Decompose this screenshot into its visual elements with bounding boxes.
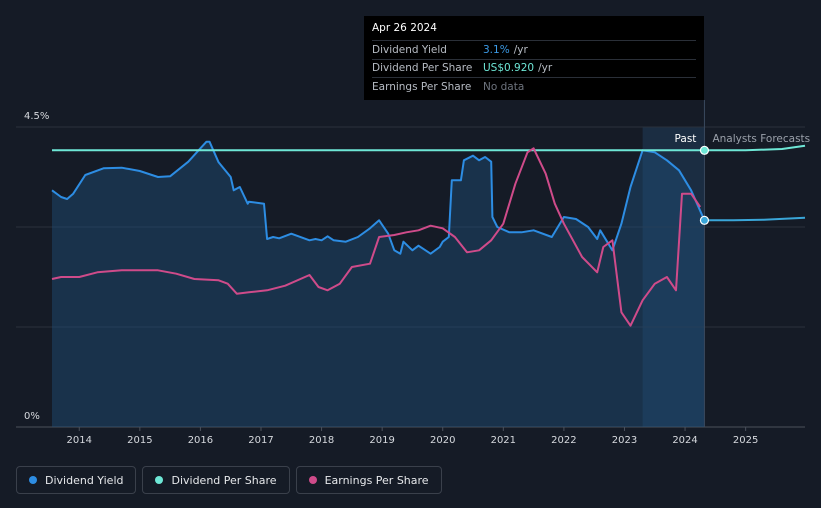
x-tick-label: 2015 bbox=[127, 435, 152, 446]
x-tick-label: 2021 bbox=[491, 435, 516, 446]
x-tick-label: 2024 bbox=[672, 435, 697, 446]
y-axis-top-label: 4.5% bbox=[24, 111, 49, 122]
tooltip-label: Earnings Per Share bbox=[372, 80, 472, 93]
legend-earnings-per-share-button[interactable]: Earnings Per Share bbox=[295, 466, 442, 494]
yield-marker bbox=[699, 215, 710, 225]
x-tick-label: 2020 bbox=[430, 435, 455, 446]
x-tick-label: 2022 bbox=[551, 435, 576, 446]
tooltip-label: Dividend Yield bbox=[372, 43, 447, 56]
tooltip-value: US$0.920 bbox=[483, 62, 535, 75]
y-axis-bottom-label: 0% bbox=[24, 411, 40, 422]
tooltip-value: 3.1% bbox=[483, 43, 510, 56]
x-tick-label: 2018 bbox=[309, 435, 334, 446]
x-tick-label: 2019 bbox=[369, 435, 394, 446]
series-line-1 bbox=[704, 216, 806, 222]
recent-shade bbox=[642, 127, 705, 427]
x-tick-label: 2014 bbox=[67, 435, 92, 446]
series-line-3 bbox=[704, 144, 806, 152]
legend-dividend-yield-button[interactable]: Dividend Yield bbox=[16, 466, 137, 494]
tooltip-label: Dividend Per Share bbox=[372, 62, 473, 75]
series-area-0 bbox=[52, 141, 705, 427]
x-tick-label: 2025 bbox=[733, 435, 758, 446]
legend-dot-icon bbox=[29, 476, 37, 484]
forecast-label: Analysts Forecasts bbox=[712, 133, 810, 145]
legend-label: Earnings Per Share bbox=[324, 473, 429, 487]
tooltip-unit: /yr bbox=[513, 43, 528, 56]
tooltip-row-dividend-per-share: Dividend Per Share US$0.920 /yr bbox=[372, 58, 696, 78]
legend: Dividend Yield Dividend Per Share Earnin… bbox=[16, 466, 442, 494]
x-tick-label: 2016 bbox=[188, 435, 213, 446]
legend-label: Dividend Per Share bbox=[171, 473, 277, 487]
legend-label: Dividend Yield bbox=[45, 473, 124, 487]
legend-dividend-per-share-button[interactable]: Dividend Per Share bbox=[142, 466, 290, 494]
series-line-0 bbox=[51, 140, 706, 255]
past-label: Past bbox=[675, 133, 697, 145]
tooltip-value: No data bbox=[483, 80, 525, 93]
tooltip-date: Apr 26 2024 bbox=[372, 22, 437, 34]
dps-marker bbox=[699, 145, 710, 155]
tooltip-row-earnings-per-share: Earnings Per Share No data bbox=[372, 77, 696, 96]
tooltip-row-dividend-yield: Dividend Yield 3.1% /yr bbox=[372, 40, 696, 59]
series-line-4 bbox=[51, 147, 702, 327]
legend-dot-icon bbox=[308, 476, 317, 484]
x-tick-label: 2017 bbox=[248, 435, 273, 446]
tooltip: Apr 26 2024 Dividend Yield 3.1% /yr Divi… bbox=[364, 16, 704, 100]
legend-dot-icon bbox=[155, 476, 164, 484]
x-tick-label: 2023 bbox=[612, 435, 637, 446]
tooltip-unit: /yr bbox=[538, 62, 553, 75]
